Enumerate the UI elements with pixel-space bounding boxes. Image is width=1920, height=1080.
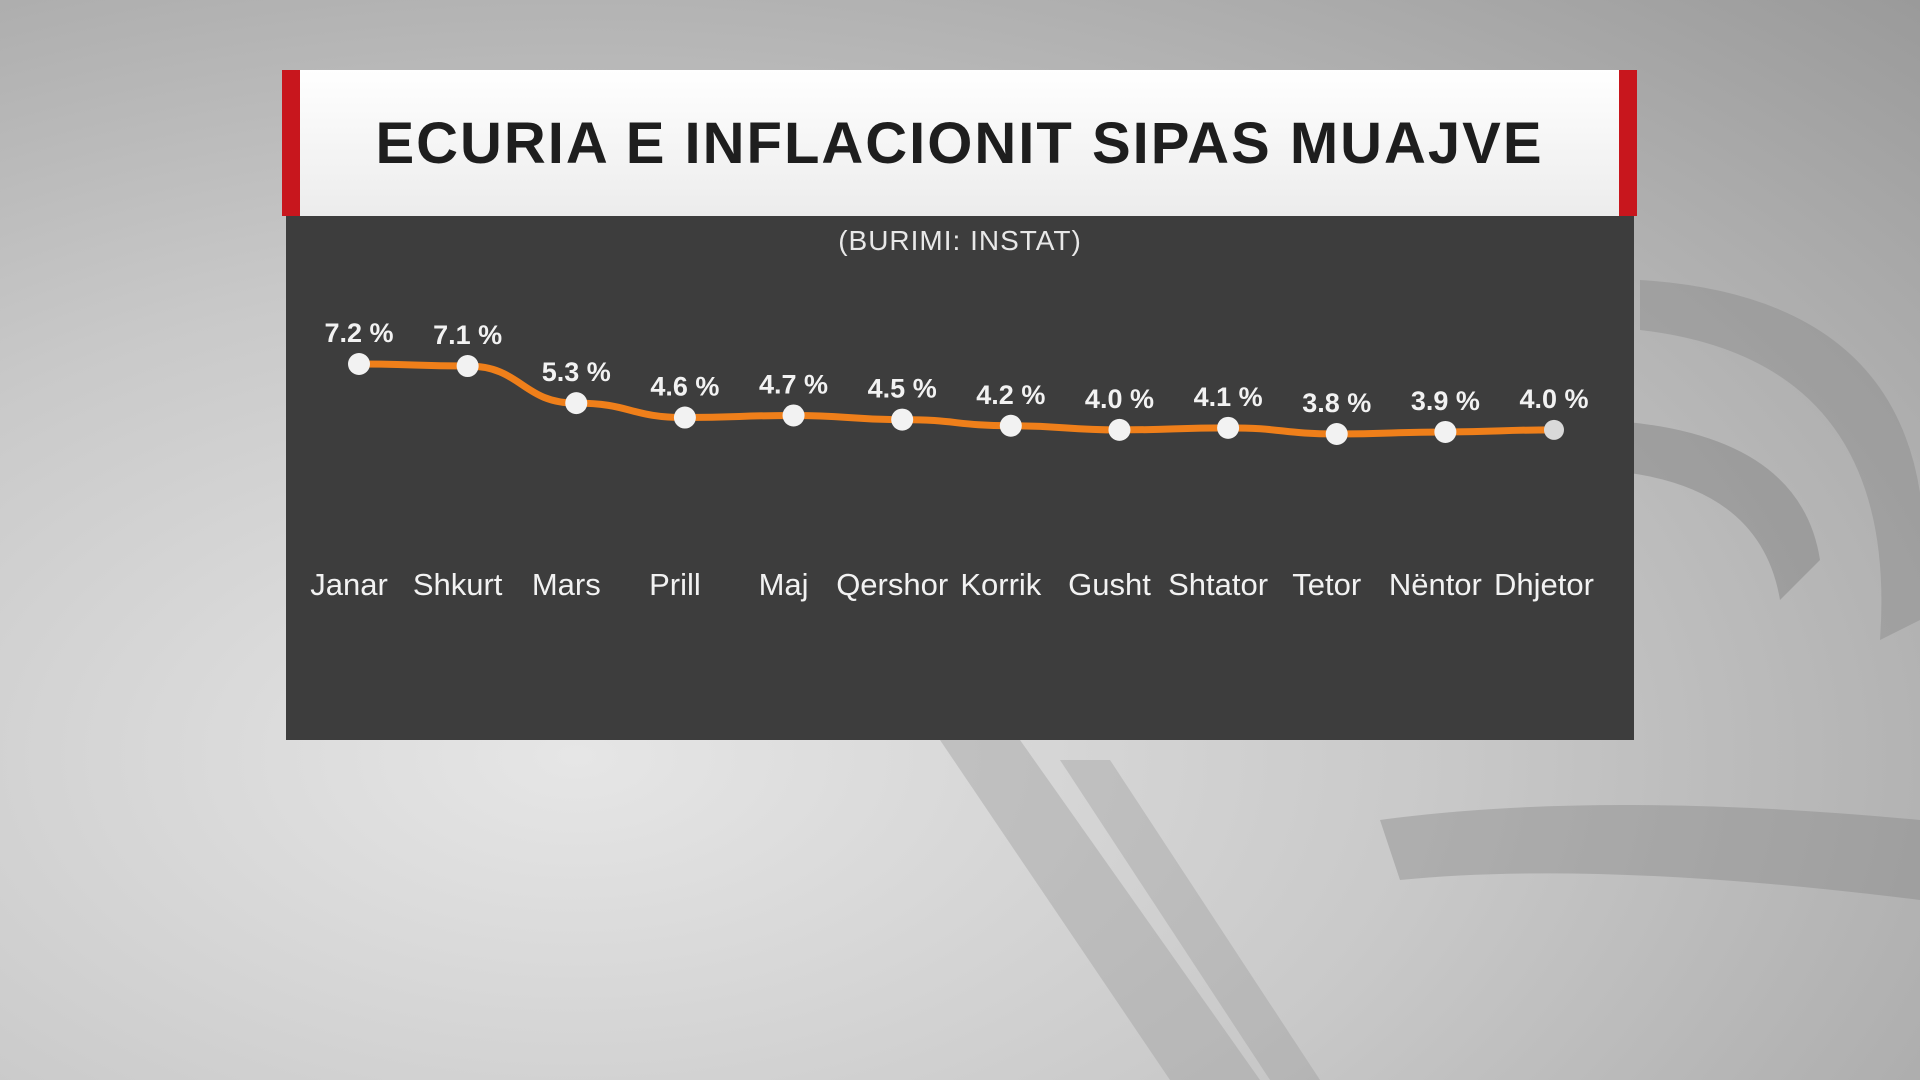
data-label: 7.1 % <box>433 320 502 350</box>
data-label: 5.3 % <box>542 357 611 387</box>
data-label: 4.0 % <box>1519 384 1588 414</box>
chart-panel: (BURIMI: INSTAT) 7.2 % Janar 7.1 % Shkurt 5.… <box>286 216 1634 740</box>
x-tick-label: Korrik <box>960 567 1041 602</box>
chart-source: (BURIMI: INSTAT) <box>838 225 1082 256</box>
data-point <box>1325 423 1348 445</box>
data-label: 3.8 % <box>1302 388 1371 418</box>
data-label: 4.1 % <box>1194 382 1263 412</box>
inflation-line-chart: 7.2 % Janar 7.1 % Shkurt 5.3 % Mars 4.6 % Prill… <box>310 318 1594 602</box>
title-banner: ECURIA E INFLACIONIT SIPAS MUAJVE <box>282 70 1637 216</box>
series-line <box>355 360 1558 438</box>
data-label: 4.6 % <box>650 372 719 402</box>
data-label: 4.7 % <box>759 369 828 399</box>
data-point <box>1544 419 1564 440</box>
x-tick-label: Tetor <box>1292 567 1361 602</box>
chart-title: ECURIA E INFLACIONIT SIPAS MUAJVE <box>375 110 1544 176</box>
data-label: 7.2 % <box>324 318 393 348</box>
data-label: 3.9 % <box>1411 386 1480 416</box>
x-tick-label: Shkurt <box>413 567 503 602</box>
data-point <box>1108 418 1131 441</box>
x-tick-label: Shtator <box>1168 567 1268 602</box>
data-point <box>891 408 914 431</box>
data-point <box>565 392 588 415</box>
data-point <box>1217 416 1240 439</box>
data-point <box>456 355 479 378</box>
x-tick-label: Mars <box>532 567 601 602</box>
x-tick-label: Dhjetor <box>1494 567 1594 602</box>
data-point <box>1434 420 1457 443</box>
data-point <box>999 414 1022 437</box>
data-point <box>782 404 805 427</box>
x-tick-label: Gusht <box>1068 567 1151 602</box>
data-point <box>673 406 696 429</box>
x-tick-label: Qershor <box>836 567 948 602</box>
x-tick-label: Nëntor <box>1389 567 1482 602</box>
data-label: 4.0 % <box>1085 384 1154 414</box>
data-label: 4.5 % <box>868 374 937 404</box>
x-tick-label: Prill <box>649 567 701 602</box>
data-label: 4.2 % <box>976 380 1045 410</box>
data-point <box>348 353 370 375</box>
x-tick-label: Janar <box>310 567 388 602</box>
x-tick-label: Maj <box>759 567 809 602</box>
